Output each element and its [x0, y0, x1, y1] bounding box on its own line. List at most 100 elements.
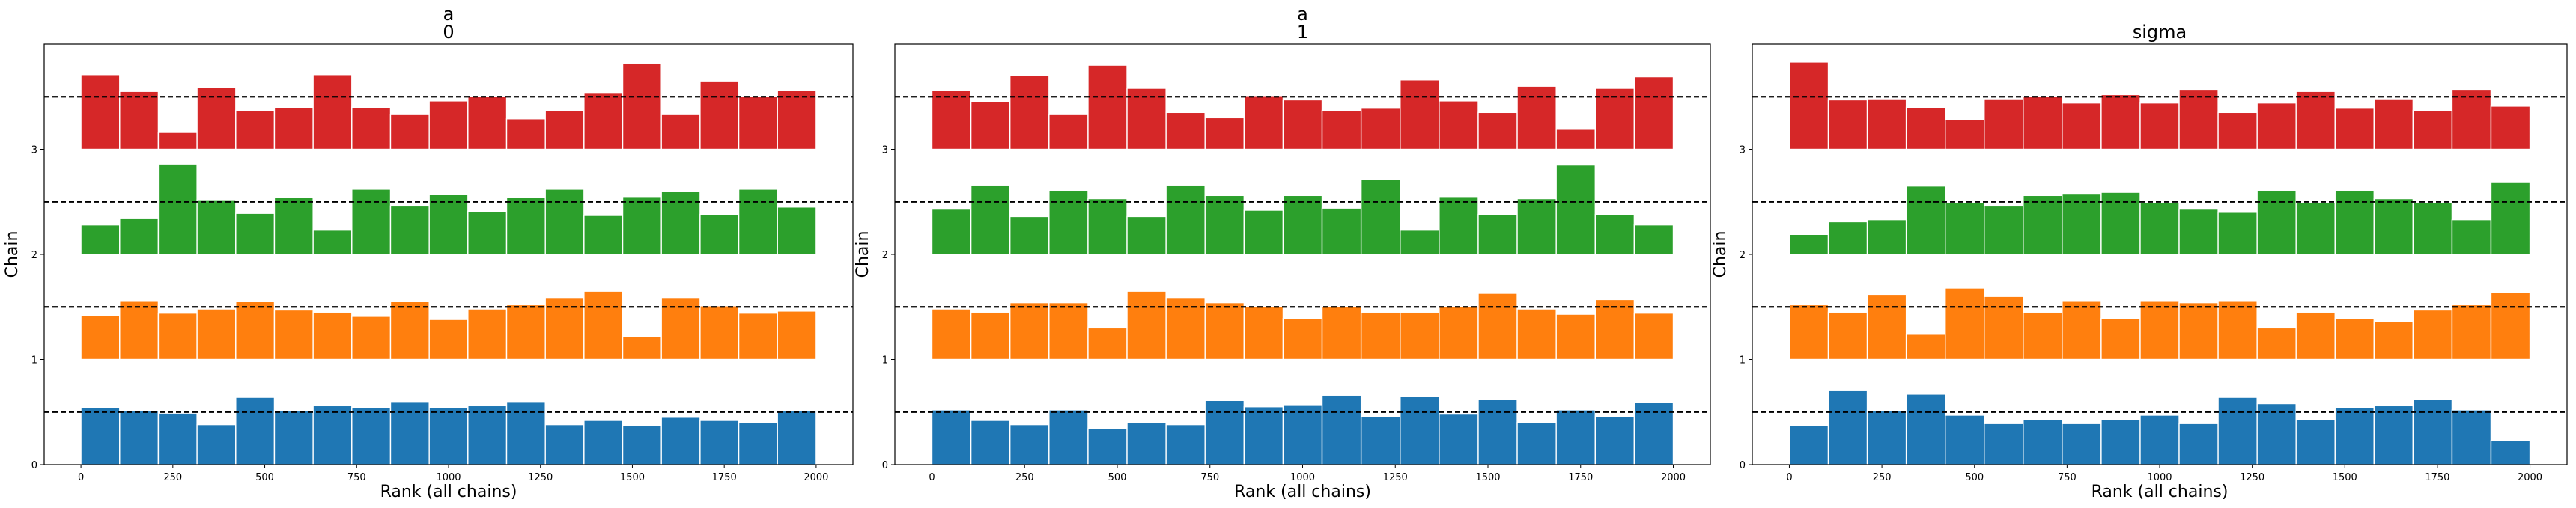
rank-bar: [2451, 88, 2492, 150]
x-tick-label: 750: [1200, 472, 1219, 483]
rank-bar: [1009, 75, 1050, 150]
rank-bar: [1360, 311, 1401, 361]
rank-bar: [157, 412, 198, 465]
rank-bar: [505, 401, 546, 465]
rank-bar: [970, 311, 1011, 361]
x-tick-label: 1250: [1383, 472, 1408, 483]
rank-bar: [1594, 88, 1635, 150]
y-axis-label: Chain: [854, 231, 872, 278]
rank-bar: [1321, 207, 1362, 255]
rank-bar: [2256, 327, 2297, 361]
rank-bar: [738, 422, 778, 465]
rank-bar: [1477, 399, 1518, 465]
x-tick-label: 250: [1873, 472, 1892, 483]
rank-bar: [235, 109, 276, 150]
y-tick-label: 2: [882, 250, 888, 261]
rank-bar: [1087, 198, 1128, 255]
rank-bar: [157, 163, 198, 255]
x-tick-label: 1000: [436, 472, 461, 483]
x-tick-label: 250: [163, 472, 182, 483]
rank-bar: [389, 301, 430, 361]
rank-bar: [1126, 215, 1167, 255]
rank-bar: [544, 296, 585, 361]
rank-bar: [428, 100, 469, 150]
x-tick-label: 1500: [620, 472, 645, 483]
rank-bar: [1321, 306, 1362, 361]
x-tick-label: 1750: [2425, 472, 2449, 483]
rank-bar: [1439, 100, 1479, 150]
rank-bar: [2256, 189, 2297, 255]
rank-bar: [1945, 119, 1985, 150]
chain-2-bars: [931, 164, 1674, 255]
rank-bar: [428, 407, 469, 465]
rank-bar: [389, 205, 430, 255]
rank-bar: [119, 410, 160, 465]
rank-bar: [1243, 406, 1284, 465]
x-axis-label: Rank (all chains): [2092, 483, 2229, 501]
rank-bar: [1633, 312, 1674, 361]
rank-bar: [2334, 407, 2375, 465]
panel-title: a: [1297, 4, 1308, 25]
rank-bar: [119, 300, 160, 361]
rank-bar: [235, 212, 276, 255]
rank-bar: [467, 96, 508, 150]
rank-bar: [1555, 409, 1597, 465]
rank-bar: [2334, 108, 2375, 150]
rank-bar: [2217, 397, 2258, 465]
rank-bar: [1282, 99, 1323, 150]
rank-bar: [2178, 423, 2219, 465]
rank-bar: [2490, 291, 2531, 361]
rank-bar: [777, 90, 817, 150]
rank-bar: [1594, 213, 1635, 255]
rank-bar: [2490, 181, 2531, 255]
rank-bar: [1905, 394, 1946, 465]
rank-bar: [1126, 422, 1167, 465]
rank-bar: [2023, 195, 2063, 255]
x-tick-label: 2000: [804, 472, 828, 483]
rank-bar: [2451, 304, 2492, 361]
rank-bar: [1204, 195, 1245, 255]
rank-bar: [660, 296, 701, 361]
rank-bar: [1477, 213, 1518, 255]
rank-bar: [2256, 102, 2297, 150]
rank-bar: [312, 311, 353, 361]
rank-bar: [583, 290, 624, 361]
rank-bar: [2295, 202, 2336, 255]
rank-bar: [1243, 306, 1284, 361]
rank-bar: [2023, 311, 2063, 361]
rank-bar: [2451, 409, 2492, 465]
rank-bar: [1048, 302, 1089, 361]
y-tick-label: 2: [1740, 250, 1746, 261]
rank-bar: [1048, 189, 1089, 255]
rank-bar: [2373, 405, 2414, 465]
rank-bar: [2334, 189, 2375, 255]
y-axis-label: Chain: [1711, 231, 1730, 278]
rank-bar: [544, 109, 585, 150]
rank-bar: [1594, 299, 1635, 361]
rank-bar: [1243, 209, 1284, 255]
y-tick-label: 1: [31, 355, 37, 367]
rank-bar: [1204, 117, 1245, 150]
panel-title: 1: [1297, 22, 1308, 43]
rank-bar: [1282, 195, 1323, 255]
rank-bar: [660, 417, 701, 465]
rank-bar: [660, 114, 701, 150]
rank-bar: [273, 106, 314, 150]
x-tick-label: 750: [2058, 472, 2077, 483]
rank-bar: [312, 229, 353, 255]
rank-bar: [1633, 76, 1674, 150]
rank-bar: [505, 118, 546, 150]
rank-bar: [1282, 318, 1323, 361]
rank-bar: [1945, 414, 1985, 465]
rank-bar: [1866, 410, 1907, 465]
rank-bar: [1087, 428, 1128, 465]
rank-bar: [2100, 318, 2141, 361]
rank-bar: [467, 405, 508, 465]
rank-bar: [544, 423, 585, 465]
x-tick-label: 0: [929, 472, 935, 483]
rank-bar: [1400, 229, 1440, 255]
rank-bar: [2062, 300, 2102, 361]
rank-bar: [699, 305, 740, 361]
rank-bar: [1165, 184, 1206, 255]
rank-bar: [1165, 111, 1206, 150]
